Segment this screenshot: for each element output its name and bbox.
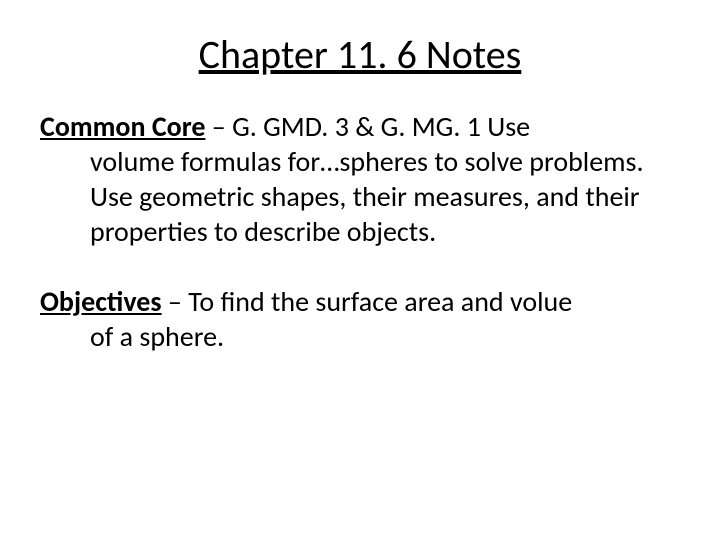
common-core-first-line: G. GMD. 3 & G. MG. 1 Use <box>232 109 530 144</box>
common-core-separator: – <box>205 109 232 144</box>
objectives-label: Objectives <box>40 284 162 319</box>
objectives-body: of a sphere. <box>40 319 680 354</box>
chapter-title: Chapter 11. 6 Notes <box>40 30 680 79</box>
objectives-section: Objectives – To find the surface area an… <box>40 284 680 354</box>
common-core-body: volume formulas for…spheres to solve pro… <box>40 144 680 249</box>
objectives-first-line: To find the surface area and volue <box>188 284 572 319</box>
common-core-label: Common Core <box>40 109 205 144</box>
objectives-separator: – <box>162 284 189 319</box>
common-core-section: Common Core – G. GMD. 3 & G. MG. 1 Use v… <box>40 109 680 249</box>
